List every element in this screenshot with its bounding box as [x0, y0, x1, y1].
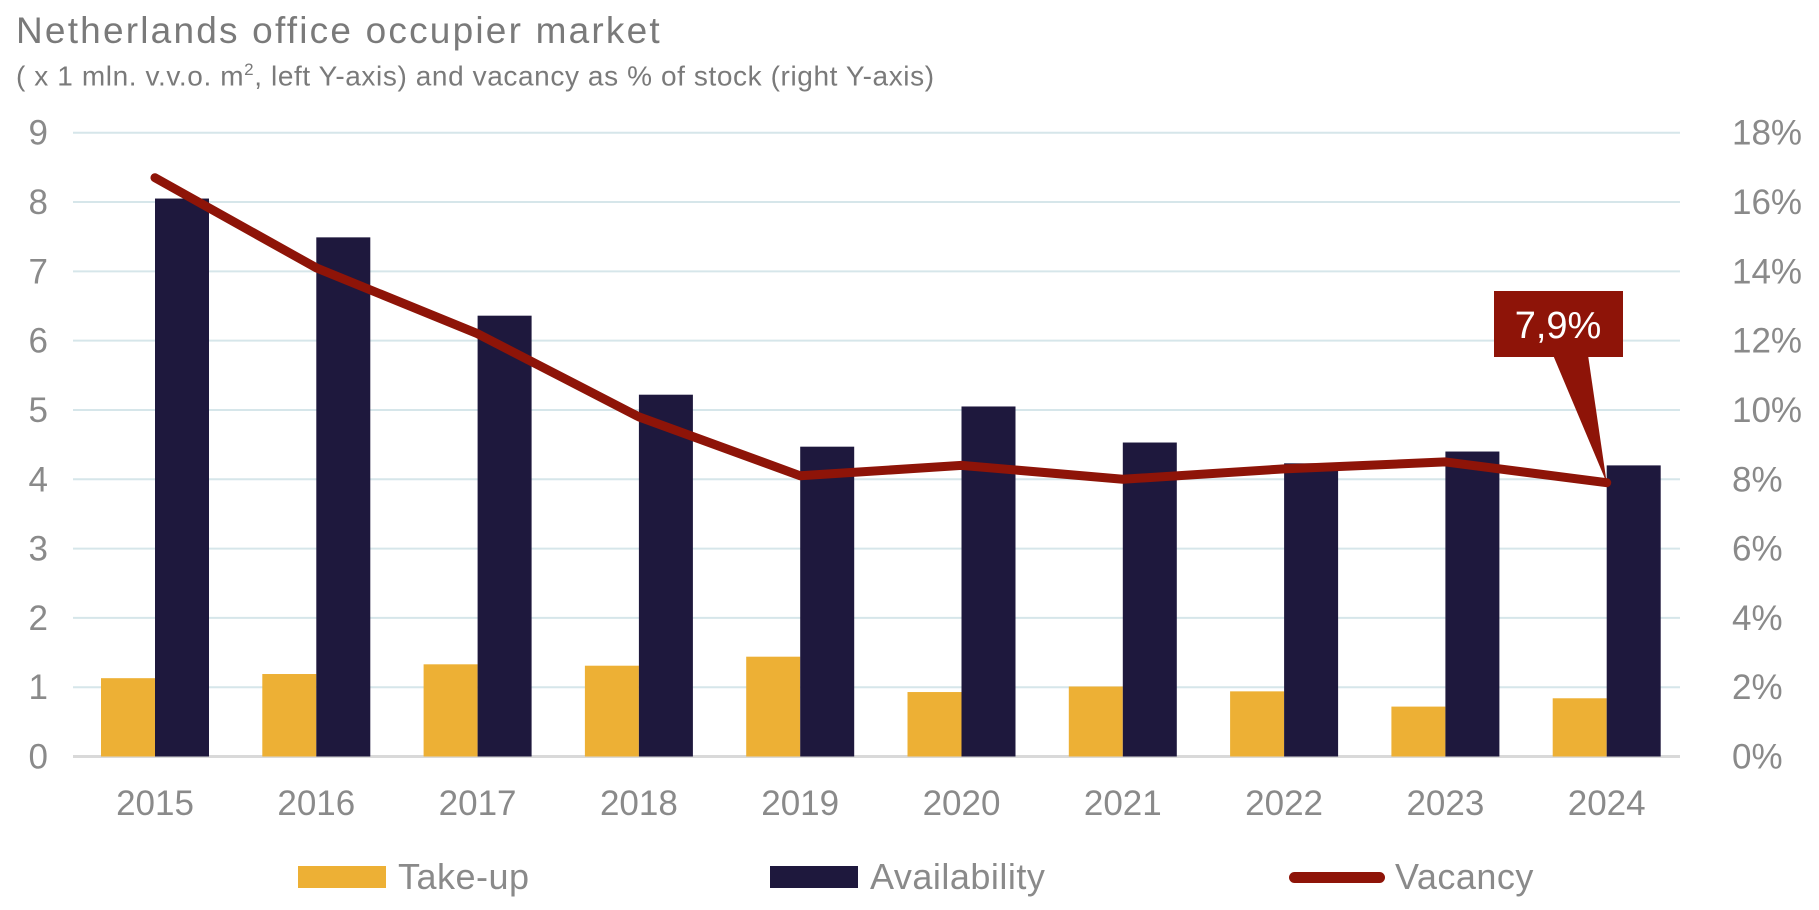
right-y-tick-label: 0% [1732, 738, 1783, 777]
x-tick-label: 2016 [277, 784, 355, 823]
legend-label-takeup: Take-up [398, 856, 530, 897]
x-tick-label: 2024 [1568, 784, 1646, 823]
combo-chart: 0 1 2 3 4 5 6 7 8 9 0% 2% 4% 6% 8% 10% 12% 14% 16% 18% 201… [29, 114, 1803, 823]
x-tick-label: 2020 [923, 784, 1001, 823]
x-tick-label: 2018 [600, 784, 678, 823]
subtitle-text-pre: ( x 1 mln. v.v.o. m [16, 60, 245, 92]
right-y-tick-label: 12% [1732, 322, 1802, 361]
x-tick-label: 2022 [1245, 784, 1323, 823]
right-y-tick-label: 18% [1732, 114, 1802, 153]
availability-bar [1445, 451, 1500, 757]
left-y-tick-label: 3 [29, 530, 48, 569]
x-tick-label: 2021 [1084, 784, 1162, 823]
right-y-tick-label: 14% [1732, 252, 1802, 291]
availability-swatch-icon [770, 866, 858, 888]
takeup-swatch-icon [298, 866, 386, 888]
annotation-box [1494, 291, 1623, 357]
x-tick-label: 2015 [116, 784, 194, 823]
left-y-tick-label: 2 [29, 599, 48, 638]
takeup-bar [1391, 706, 1446, 757]
right-y-tick-label: 2% [1732, 668, 1783, 707]
availability-bar [1122, 442, 1177, 757]
left-y-tick-label: 4 [29, 460, 48, 499]
annotation-pointer [1553, 355, 1607, 483]
takeup-bar [1068, 686, 1123, 757]
availability-bar [1606, 465, 1661, 757]
right-y-tick-label: 10% [1732, 391, 1802, 430]
availability-bar [477, 315, 532, 757]
legend-label-vacancy: Vacancy [1395, 856, 1534, 897]
takeup-bar [584, 665, 639, 757]
left-y-tick-label: 0 [29, 738, 48, 777]
left-y-axis: 0 1 2 3 4 5 6 7 8 9 [29, 114, 48, 777]
left-y-tick-label: 9 [29, 114, 48, 153]
left-y-tick-label: 7 [29, 252, 48, 291]
x-tick-label: 2017 [439, 784, 517, 823]
chart-title: Netherlands office occupier market [16, 10, 662, 51]
x-tick-label: 2023 [1406, 784, 1484, 823]
takeup-bar [101, 678, 155, 757]
right-y-tick-label: 4% [1732, 599, 1783, 638]
vacancy-line-swatch-icon [1289, 871, 1385, 883]
legend-item-availability[interactable]: Availability [770, 852, 1045, 902]
takeup-bar [1230, 691, 1285, 757]
right-y-tick-label: 16% [1732, 183, 1802, 222]
availability-bar [800, 446, 855, 757]
legend-item-vacancy[interactable]: Vacancy [1289, 852, 1534, 902]
gridlines [73, 131, 1680, 758]
right-y-tick-label: 6% [1732, 530, 1783, 569]
availability-bar [1284, 463, 1339, 757]
takeup-bar [262, 674, 317, 757]
legend-item-takeup[interactable]: Take-up [298, 852, 530, 902]
takeup-bar [423, 664, 478, 757]
vacancy-line-series [150, 173, 1612, 488]
right-y-tick-label: 8% [1732, 460, 1783, 499]
availability-bar [638, 394, 693, 757]
subtitle-superscript: 2 [244, 60, 255, 79]
left-y-tick-label: 1 [29, 668, 48, 707]
left-y-tick-label: 8 [29, 183, 48, 222]
annotation-label: 7,9% [1515, 305, 1602, 347]
legend-label-availability: Availability [870, 856, 1046, 897]
takeup-bar [746, 656, 801, 757]
vacancy-line [150, 173, 1612, 488]
availability-bar [155, 198, 209, 757]
left-y-tick-label: 5 [29, 391, 48, 430]
left-y-tick-label: 6 [29, 322, 48, 361]
availability-bar [316, 237, 371, 757]
chart-subtitle: ( x 1 mln. v.v.o. m2, left Y-axis) and v… [16, 60, 935, 92]
vacancy-annotation-callout: 7,9% [1494, 291, 1623, 483]
bar-series [101, 198, 1661, 757]
availability-bar [961, 406, 1016, 757]
legend: Take-up Availability Vacancy [0, 852, 1819, 902]
subtitle-text-post: , left Y-axis) and vacancy as % of stock… [254, 60, 935, 92]
x-tick-label: 2019 [761, 784, 839, 823]
x-axis: 2015 2016 2017 2018 2019 2020 2021 2022 2023 2024 [116, 784, 1646, 823]
takeup-bar [907, 692, 962, 757]
takeup-bar [1552, 698, 1607, 757]
right-y-axis: 0% 2% 4% 6% 8% 10% 12% 14% 16% 18% [1732, 114, 1802, 777]
